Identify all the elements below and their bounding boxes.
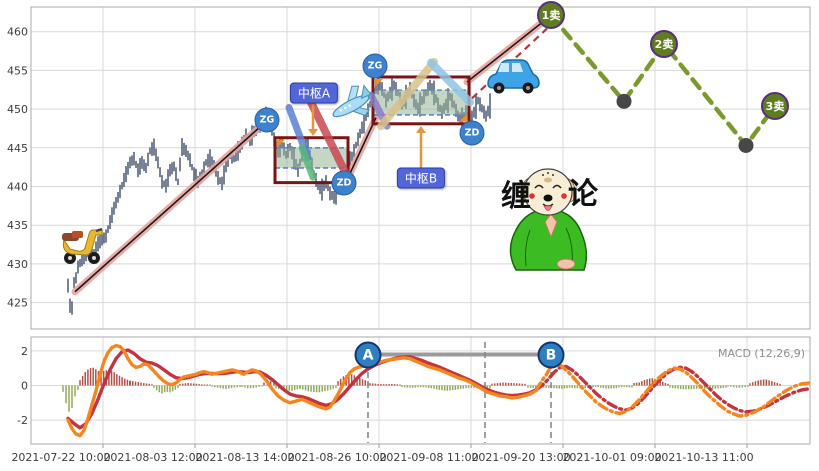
time-axis-label: 2021-08-03 12:00 — [103, 451, 202, 464]
macd-dea-line-projection — [534, 364, 810, 414]
price-axis-label: 450 — [7, 103, 28, 116]
price-axis-label: 430 — [7, 258, 28, 271]
price-axis-label: 435 — [7, 219, 28, 232]
price-axis-label: 455 — [7, 64, 28, 77]
macd-dif-line-projection — [534, 361, 810, 418]
pivot-arrow — [308, 104, 318, 136]
time-axis-label: 2021-10-01 09:00 — [562, 451, 661, 464]
turn-dot — [616, 93, 632, 109]
sell-marker-3: 3卖 — [761, 92, 789, 120]
time-axis-label: 2021-07-22 10:00 — [11, 451, 110, 464]
macd-indicator-label: MACD (12,26,9) — [717, 347, 805, 360]
macd-axis-label: 2 — [21, 345, 28, 358]
stickers: 缠论 — [62, 59, 599, 271]
pen-stroke — [377, 57, 438, 131]
time-axis-label: 2021-09-08 11:00 — [379, 451, 478, 464]
scooter-sticker — [62, 227, 103, 264]
pen-stroke — [427, 58, 474, 107]
pen-stroke — [298, 144, 317, 181]
marker-a: A — [354, 341, 382, 369]
macd-dif-line — [66, 344, 538, 438]
airplane-sticker — [332, 84, 372, 118]
price-axis-label: 425 — [7, 297, 28, 310]
sell-marker-2: 2卖 — [650, 30, 678, 59]
zd-marker: ZD — [459, 120, 485, 146]
chan-text-left: 缠 — [501, 179, 531, 214]
car-sticker — [487, 59, 540, 94]
marker-b: B — [537, 341, 565, 369]
macd-dea-line — [66, 348, 538, 430]
pivot-label-b: 中枢B — [396, 167, 446, 189]
time-axis-label: 2021-08-26 10:00 — [287, 451, 386, 464]
price-axis-label: 445 — [7, 142, 28, 155]
pivot-arrow — [416, 126, 426, 168]
macd-panel — [62, 342, 810, 443]
zg-marker: ZG — [362, 53, 388, 79]
zg-marker: ZG — [254, 107, 280, 133]
pivot-label-a: 中枢A — [289, 82, 339, 104]
turn-dot — [738, 137, 754, 153]
time-axis-label: 2021-08-13 14:00 — [195, 451, 294, 464]
macd-axis-label: -2 — [17, 414, 28, 427]
dog-sticker: 缠论 — [501, 168, 599, 271]
macd-axis-label: 0 — [21, 380, 28, 393]
pen-stroke — [305, 94, 355, 189]
time-axis-label: 2021-09-20 13:00 — [471, 451, 570, 464]
price-axis-label: 440 — [7, 181, 28, 194]
chan-text-right: 论 — [568, 177, 599, 212]
time-axis-label: 2021-10-13 11:00 — [654, 451, 753, 464]
price-axis-label: 460 — [7, 26, 28, 39]
sell-marker-1: 1卖 — [537, 1, 565, 30]
zd-marker: ZD — [331, 170, 357, 196]
